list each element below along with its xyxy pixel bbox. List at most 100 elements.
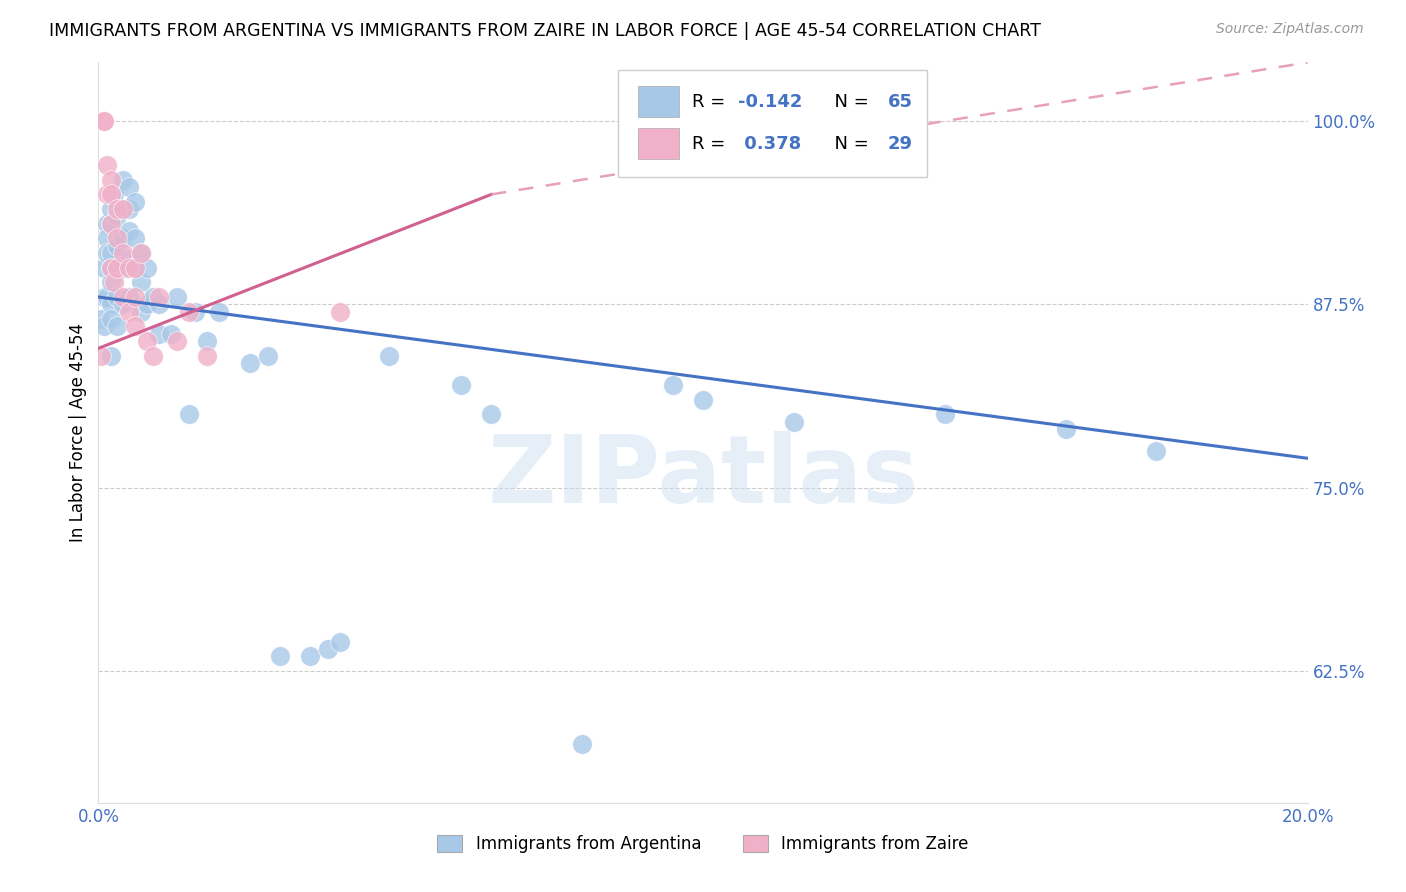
Point bbox=[118, 224, 141, 238]
Text: N =: N = bbox=[823, 135, 875, 153]
Point bbox=[661, 378, 683, 392]
Point bbox=[105, 231, 128, 245]
Point bbox=[105, 202, 128, 216]
Point bbox=[90, 349, 112, 363]
Point bbox=[96, 187, 118, 202]
Point bbox=[100, 187, 122, 202]
Point bbox=[179, 407, 201, 421]
Point bbox=[184, 304, 207, 318]
Point bbox=[111, 297, 134, 311]
Point bbox=[166, 334, 188, 348]
Text: R =: R = bbox=[692, 135, 731, 153]
Point bbox=[329, 304, 352, 318]
Point bbox=[129, 276, 152, 290]
FancyBboxPatch shape bbox=[638, 87, 679, 117]
Point bbox=[124, 194, 146, 209]
Point bbox=[148, 297, 170, 311]
Point bbox=[299, 649, 322, 664]
Point bbox=[481, 407, 503, 421]
Point bbox=[100, 202, 122, 216]
Point bbox=[208, 304, 231, 318]
Point bbox=[179, 304, 201, 318]
Legend: Immigrants from Argentina, Immigrants from Zaire: Immigrants from Argentina, Immigrants fr… bbox=[429, 826, 977, 861]
Point bbox=[129, 246, 152, 260]
Text: ZIPatlas: ZIPatlas bbox=[488, 431, 918, 523]
Point bbox=[118, 180, 141, 194]
Text: R =: R = bbox=[692, 93, 731, 111]
Point bbox=[135, 297, 157, 311]
Point bbox=[105, 210, 128, 224]
Point bbox=[105, 238, 128, 252]
Point bbox=[100, 260, 122, 275]
Point bbox=[96, 246, 118, 260]
Point bbox=[118, 202, 141, 216]
Point bbox=[571, 737, 593, 751]
Point bbox=[96, 231, 118, 245]
Point bbox=[124, 290, 146, 304]
Point bbox=[316, 641, 339, 656]
Point bbox=[103, 187, 125, 202]
Point bbox=[377, 349, 399, 363]
Point bbox=[129, 304, 152, 318]
Text: 0.378: 0.378 bbox=[738, 135, 801, 153]
Point bbox=[118, 260, 141, 275]
Point bbox=[105, 260, 128, 275]
Point bbox=[329, 634, 352, 648]
FancyBboxPatch shape bbox=[619, 70, 927, 178]
Point bbox=[124, 260, 146, 275]
Point bbox=[111, 202, 134, 216]
Point bbox=[129, 246, 152, 260]
Point bbox=[93, 114, 115, 128]
Point bbox=[96, 217, 118, 231]
Point bbox=[111, 231, 134, 245]
Text: 29: 29 bbox=[889, 135, 912, 153]
Point bbox=[124, 260, 146, 275]
Point bbox=[195, 334, 218, 348]
Point bbox=[142, 290, 165, 304]
Point bbox=[450, 378, 472, 392]
Point bbox=[148, 290, 170, 304]
Point bbox=[269, 649, 291, 664]
Point bbox=[93, 319, 115, 334]
Text: 65: 65 bbox=[889, 93, 912, 111]
Point bbox=[105, 260, 128, 275]
Point bbox=[100, 276, 122, 290]
Text: IMMIGRANTS FROM ARGENTINA VS IMMIGRANTS FROM ZAIRE IN LABOR FORCE | AGE 45-54 CO: IMMIGRANTS FROM ARGENTINA VS IMMIGRANTS … bbox=[49, 22, 1040, 40]
Point bbox=[124, 319, 146, 334]
Point bbox=[166, 290, 188, 304]
Point bbox=[100, 217, 122, 231]
Point bbox=[135, 334, 157, 348]
Point bbox=[105, 290, 128, 304]
Point bbox=[1144, 444, 1167, 458]
Point bbox=[111, 260, 134, 275]
Point bbox=[118, 304, 141, 318]
Point bbox=[195, 349, 218, 363]
Point bbox=[100, 260, 122, 275]
Point bbox=[100, 349, 122, 363]
Point bbox=[148, 326, 170, 341]
Point bbox=[100, 297, 122, 311]
Point bbox=[783, 415, 806, 429]
Point bbox=[692, 392, 714, 407]
Text: N =: N = bbox=[823, 93, 875, 111]
Point bbox=[100, 246, 122, 260]
Point bbox=[93, 260, 115, 275]
Point bbox=[111, 172, 134, 186]
Point bbox=[111, 246, 134, 260]
Point bbox=[256, 349, 278, 363]
Point bbox=[100, 312, 122, 326]
Text: -0.142: -0.142 bbox=[738, 93, 803, 111]
Point bbox=[160, 326, 183, 341]
Point bbox=[100, 172, 122, 186]
Point bbox=[118, 290, 141, 304]
Point bbox=[124, 231, 146, 245]
Point bbox=[118, 253, 141, 268]
Point bbox=[934, 407, 956, 421]
Point bbox=[105, 319, 128, 334]
Point bbox=[239, 356, 262, 370]
FancyBboxPatch shape bbox=[638, 128, 679, 160]
Point bbox=[111, 290, 134, 304]
Text: Source: ZipAtlas.com: Source: ZipAtlas.com bbox=[1216, 22, 1364, 37]
Y-axis label: In Labor Force | Age 45-54: In Labor Force | Age 45-54 bbox=[69, 323, 87, 542]
Point bbox=[103, 276, 125, 290]
